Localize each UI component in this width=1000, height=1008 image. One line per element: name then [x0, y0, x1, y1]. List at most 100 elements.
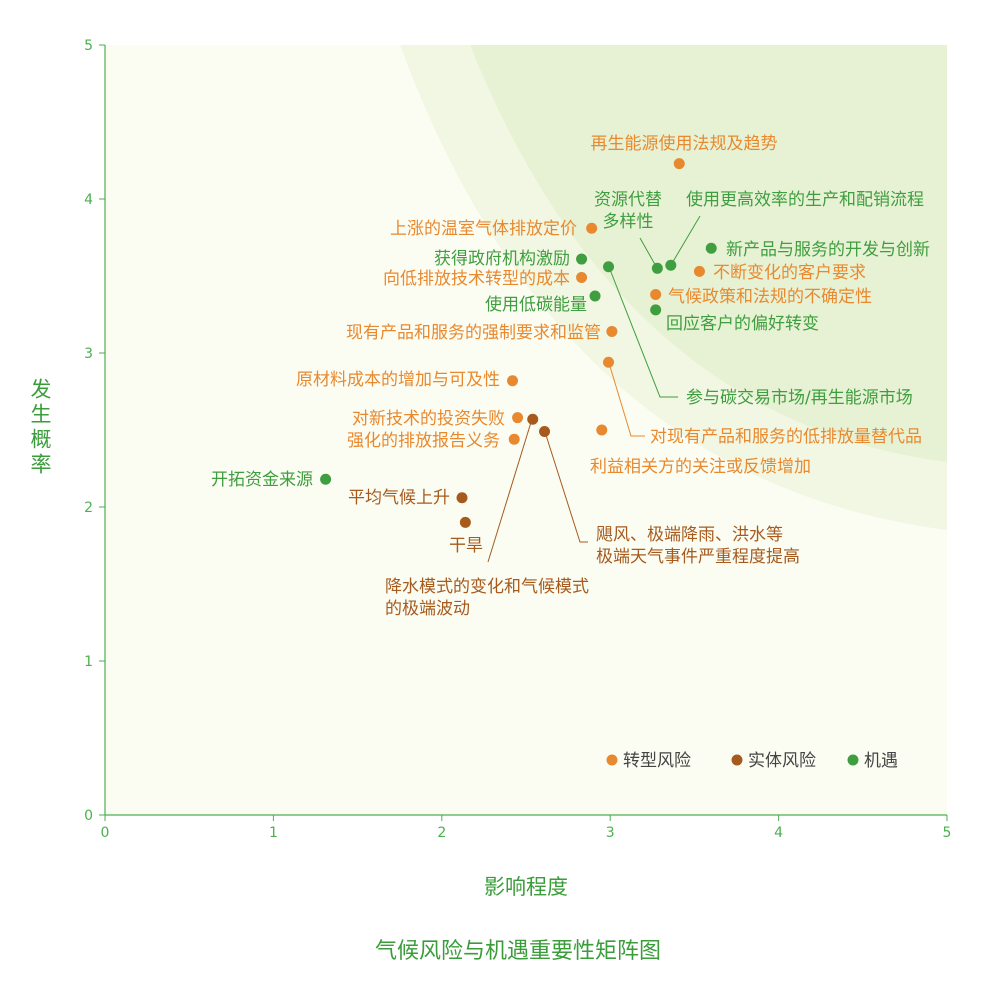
leader-line — [544, 431, 588, 543]
data-label: 不断变化的客户要求 — [713, 263, 866, 283]
data-point-transition — [596, 424, 608, 436]
legend-label: 机遇 — [864, 751, 898, 771]
data-label-line: 向低排放技术转型的成本 — [383, 269, 570, 289]
y-tick-label: 3 — [84, 346, 93, 362]
data-point-physical — [459, 516, 471, 528]
leader-line — [487, 418, 533, 563]
y-tick-label: 1 — [84, 654, 93, 670]
data-label-line: 对现有产品和服务的低排放量替代品 — [650, 427, 922, 447]
data-label-line: 使用低碳能量 — [485, 294, 587, 315]
leader-line — [608, 362, 645, 437]
y-tick-label: 5 — [84, 38, 93, 54]
data-label: 降水模式的变化和气候模式的极端波动 — [385, 577, 589, 619]
x-tick-label: 4 — [774, 825, 783, 841]
data-point-transition — [512, 412, 524, 424]
data-point-opportunity — [651, 262, 663, 274]
data-label-line: 降水模式的变化和气候模式 — [385, 577, 589, 597]
data-label-line: 资源代替 — [594, 190, 662, 210]
data-point-physical — [456, 492, 468, 504]
data-label-line: 再生能源使用法规及趋势 — [591, 133, 778, 154]
x-tick-label: 5 — [943, 825, 952, 841]
data-label-line: 的极端波动 — [385, 599, 470, 619]
data-label: 使用低碳能量 — [485, 294, 587, 315]
data-label: 飓风、极端降雨、洪水等极端天气事件严重程度提高 — [596, 525, 800, 567]
data-point-transition — [508, 433, 520, 445]
data-label-line: 参与碳交易市场/再生能源市场 — [686, 388, 913, 408]
leader-line — [639, 237, 658, 269]
y-axis-label: 发生概率 — [28, 378, 52, 478]
data-label-line: 平均气候上升 — [348, 488, 450, 508]
data-label: 干旱 — [449, 536, 483, 556]
data-point-transition — [693, 265, 705, 277]
data-label-line: 飓风、极端降雨、洪水等 — [596, 525, 783, 545]
x-tick-label: 2 — [437, 825, 446, 841]
data-label-line: 上涨的温室气体排放定价 — [390, 219, 577, 239]
data-point-transition — [576, 272, 588, 284]
data-label-line: 获得政府机构激励 — [434, 249, 570, 269]
y-tick-label: 0 — [84, 808, 93, 824]
data-label: 气候政策和法规的不确定性 — [668, 287, 872, 307]
data-point-transition — [586, 222, 598, 234]
data-label: 上涨的温室气体排放定价 — [390, 219, 577, 239]
data-point-opportunity — [650, 304, 662, 316]
high-importance-zone — [470, 45, 947, 462]
data-label: 强化的排放报告义务 — [347, 431, 500, 451]
data-label-line: 新产品与服务的开发与创新 — [726, 240, 930, 260]
data-point-opportunity — [576, 253, 588, 265]
legend-label: 转型风险 — [623, 751, 691, 771]
legend-label: 实体风险 — [748, 751, 816, 771]
data-label: 获得政府机构激励 — [434, 249, 570, 269]
data-label: 新产品与服务的开发与创新 — [726, 240, 930, 260]
data-label: 开拓资金来源 — [211, 470, 313, 490]
y-tick-label: 4 — [84, 192, 93, 208]
data-point-transition — [507, 375, 519, 387]
legend-marker-opportunity — [847, 754, 859, 766]
data-label-line: 气候政策和法规的不确定性 — [668, 287, 872, 307]
data-label-line: 使用更高效率的生产和配销流程 — [686, 189, 924, 210]
data-label: 平均气候上升 — [348, 488, 450, 508]
data-label-line: 极端天气事件严重程度提高 — [596, 547, 800, 567]
data-point-transition — [650, 288, 662, 300]
data-label: 原材料成本的增加与可及性 — [296, 370, 500, 390]
data-label: 再生能源使用法规及趋势 — [591, 133, 778, 154]
data-point-opportunity — [589, 290, 601, 302]
data-label-line: 利益相关方的关注或反馈增加 — [590, 457, 811, 477]
legend-marker-physical — [731, 754, 743, 766]
data-point-opportunity — [320, 473, 332, 485]
data-label-line: 回应客户的偏好转变 — [666, 314, 819, 334]
legend-marker-transition — [606, 754, 618, 766]
leader-line — [608, 266, 678, 398]
data-label: 对新技术的投资失败 — [352, 409, 505, 429]
data-label: 回应客户的偏好转变 — [666, 314, 819, 334]
data-label-line: 强化的排放报告义务 — [347, 431, 500, 451]
data-point-physical — [539, 426, 551, 438]
x-tick-label: 0 — [101, 825, 110, 841]
data-label-line: 不断变化的客户要求 — [713, 263, 866, 283]
data-point-opportunity — [705, 242, 717, 254]
data-label: 向低排放技术转型的成本 — [383, 269, 570, 289]
data-label-line: 干旱 — [449, 536, 483, 556]
x-tick-label: 1 — [269, 825, 278, 841]
x-tick-label: 3 — [606, 825, 615, 841]
data-point-physical — [527, 413, 539, 425]
data-label-line: 原材料成本的增加与可及性 — [296, 370, 500, 390]
data-label-line: 现有产品和服务的强制要求和监管 — [346, 323, 601, 343]
leader-line — [670, 215, 701, 266]
data-label: 现有产品和服务的强制要求和监管 — [346, 323, 601, 343]
x-axis-label: 影响程度 — [484, 875, 568, 899]
data-label-line: 对新技术的投资失败 — [352, 409, 505, 429]
data-label-line: 多样性 — [603, 212, 654, 232]
chart-title: 气候风险与机遇重要性矩阵图 — [375, 939, 661, 964]
data-label: 对现有产品和服务的低排放量替代品 — [650, 427, 922, 447]
data-label: 参与碳交易市场/再生能源市场 — [686, 388, 913, 408]
data-label-line: 开拓资金来源 — [211, 470, 313, 490]
data-point-opportunity — [665, 259, 677, 271]
data-point-transition — [606, 325, 618, 337]
y-tick-label: 2 — [84, 500, 93, 516]
data-label: 资源代替多样性 — [594, 190, 662, 232]
data-point-transition — [673, 158, 685, 170]
data-label: 利益相关方的关注或反馈增加 — [590, 457, 811, 477]
data-point-transition — [603, 356, 615, 368]
data-label: 使用更高效率的生产和配销流程 — [686, 189, 924, 210]
